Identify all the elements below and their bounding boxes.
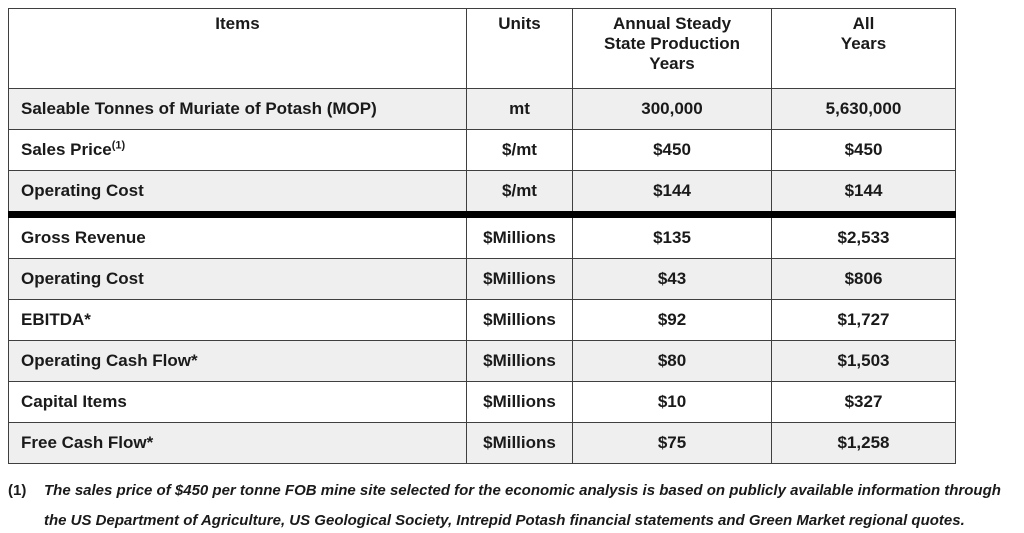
footnote: (1) The sales price of $450 per tonne FO…: [8, 476, 1012, 533]
cell-item: Operating Cash Flow*: [8, 340, 467, 382]
cell-all: $1,258: [771, 422, 956, 464]
cell-annual: $75: [572, 422, 772, 464]
cell-item: Capital Items: [8, 381, 467, 423]
cell-annual: $450: [572, 129, 772, 171]
cell-all: $1,727: [771, 299, 956, 341]
cell-all: $327: [771, 381, 956, 423]
cell-annual: $43: [572, 258, 772, 300]
footnote-text: The sales price of $450 per tonne FOB mi…: [44, 482, 1001, 529]
table-row-operating-cost-total: Operating Cost $Millions $43 $806: [8, 258, 956, 300]
cell-all: $806: [771, 258, 956, 300]
table-row-gross-revenue: Gross Revenue $Millions $135 $2,533: [8, 211, 956, 259]
cell-item: Gross Revenue: [8, 211, 467, 259]
header-all-years: All Years: [771, 8, 956, 89]
cell-units: $Millions: [466, 299, 573, 341]
cell-annual: $144: [572, 170, 772, 215]
cell-units: $Millions: [466, 258, 573, 300]
table-row-operating-cash-flow: Operating Cash Flow* $Millions $80 $1,50…: [8, 340, 956, 382]
table-row-capital-items: Capital Items $Millions $10 $327: [8, 381, 956, 423]
cell-item: Operating Cost: [8, 258, 467, 300]
footnote-marker: (1): [8, 482, 27, 499]
table-row-sales-price: Sales Price(1) $/mt $450 $450: [8, 129, 956, 171]
cell-annual: 300,000: [572, 88, 772, 130]
cell-annual: $80: [572, 340, 772, 382]
economics-summary-table: Items Units Annual Steady State Producti…: [8, 8, 956, 464]
cell-units: $Millions: [466, 211, 573, 259]
cell-annual: $10: [572, 381, 772, 423]
cell-item: Saleable Tonnes of Muriate of Potash (MO…: [8, 88, 467, 130]
sales-price-label: Sales Price: [21, 140, 112, 159]
header-annual-steady-state: Annual Steady State Production Years: [572, 8, 772, 89]
table-header-row: Items Units Annual Steady State Producti…: [8, 8, 956, 89]
cell-all: 5,630,000: [771, 88, 956, 130]
cell-all: $450: [771, 129, 956, 171]
cell-units: $/mt: [466, 129, 573, 171]
cell-item: Operating Cost: [8, 170, 467, 215]
cell-units: $Millions: [466, 381, 573, 423]
cell-item: Sales Price(1): [8, 129, 467, 171]
cell-item: Free Cash Flow*: [8, 422, 467, 464]
cell-annual: $92: [572, 299, 772, 341]
cell-all: $2,533: [771, 211, 956, 259]
table-row-operating-cost-unit: Operating Cost $/mt $144 $144: [8, 170, 956, 215]
header-units: Units: [466, 8, 573, 89]
cell-units: $/mt: [466, 170, 573, 215]
table-row-free-cash-flow: Free Cash Flow* $Millions $75 $1,258: [8, 422, 956, 464]
cell-all: $144: [771, 170, 956, 215]
cell-units: $Millions: [466, 340, 573, 382]
cell-item: EBITDA*: [8, 299, 467, 341]
cell-annual: $135: [572, 211, 772, 259]
footnote-reference: (1): [111, 139, 126, 152]
table-row-ebitda: EBITDA* $Millions $92 $1,727: [8, 299, 956, 341]
cell-units: $Millions: [466, 422, 573, 464]
table-row-saleable-tonnes: Saleable Tonnes of Muriate of Potash (MO…: [8, 88, 956, 130]
cell-units: mt: [466, 88, 573, 130]
header-items: Items: [8, 8, 467, 89]
cell-all: $1,503: [771, 340, 956, 382]
